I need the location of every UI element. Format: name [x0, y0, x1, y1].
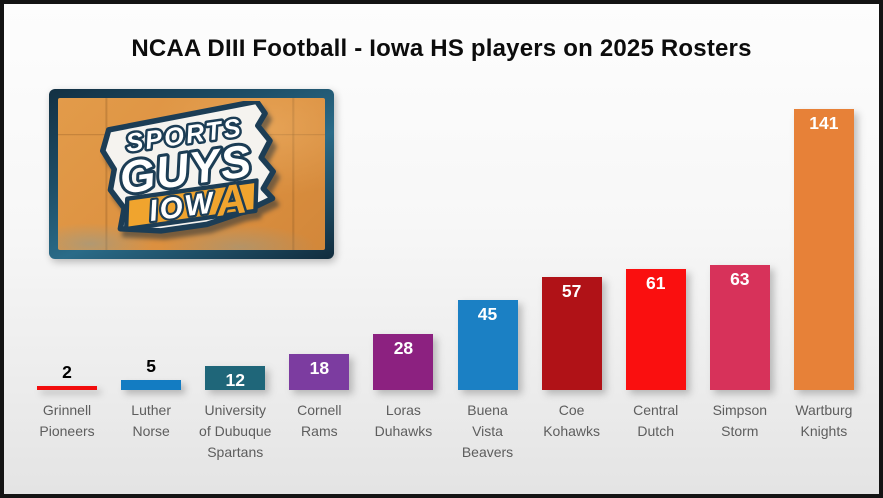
logo-wall-background: SPORTS GUYS IOW A [58, 98, 325, 250]
bar-chart: 2 5 12 18 28 45 57 61 63 141 [25, 104, 866, 390]
value-label-central-dutch: 61 [645, 273, 666, 293]
value-label-loras-duhawks: 28 [393, 338, 414, 358]
value-label-university-of-dubuque-spartans: 12 [225, 370, 245, 390]
bar-loras-duhawks: 28 [373, 334, 434, 390]
bar-cornell-rams: 18 [289, 354, 350, 390]
bar-column-loras-duhawks: 28 [361, 104, 445, 390]
bar-column-coe-kohawks: 57 [530, 104, 614, 390]
chart-title: NCAA DIII Football - Iowa HS players on … [131, 35, 752, 62]
value-label-wartburg-knights: 141 [809, 113, 839, 133]
iowa-banner [123, 178, 259, 232]
value-label-grinnell-pioneers: 2 [62, 362, 72, 382]
bar-column-simpson-storm: 63 [698, 104, 782, 390]
bar-column-central-dutch: 61 [614, 104, 698, 390]
category-label-cornell-rams: Cornell Rams [297, 402, 342, 439]
bar-luther-norse [121, 380, 182, 390]
category-label-coe-kohawks: Coe Kohawks [543, 402, 601, 439]
category-label-loras-duhawks: Loras Duhawks [374, 402, 433, 439]
category-label-university-of-dubuque-spartans: University of Dubuque Spartans [199, 402, 272, 460]
category-label-central-dutch: Central Dutch [633, 402, 679, 439]
value-label-simpson-storm: 63 [730, 269, 750, 289]
value-label-cornell-rams: 18 [309, 358, 330, 378]
value-label-coe-kohawks: 57 [561, 281, 582, 301]
bar-wartburg-knights: 141 [793, 109, 854, 390]
category-label-luther-norse: Luther Norse [131, 402, 171, 439]
sports-guys-iowa-logo: SPORTS GUYS IOW A [99, 101, 276, 234]
bar-column-buena-vista-beavers: 45 [445, 104, 529, 390]
bar-buena-vista-beavers: 45 [457, 300, 518, 390]
category-label-wartburg-knights: Wartburg Knights [795, 402, 853, 439]
bar-column-wartburg-knights: 141 [782, 104, 866, 390]
category-labels: Grinnell Pioneers Luther Norse University … [25, 400, 866, 463]
bar-grinnell-pioneers [37, 386, 98, 390]
category-label-grinnell-pioneers: Grinnell Pioneers [39, 402, 95, 439]
value-label-buena-vista-beavers: 45 [477, 304, 498, 324]
value-label-luther-norse: 5 [146, 356, 156, 376]
bar-simpson-storm: 63 [709, 265, 770, 390]
bar-university-of-dubuque-spartans: 12 [205, 366, 266, 390]
bar-column-luther-norse: 5 [109, 104, 193, 390]
bar-column-cornell-rams: 18 [277, 104, 361, 390]
category-label-buena-vista-beavers: Buena Vista Beavers [461, 402, 514, 460]
bar-central-dutch: 61 [625, 269, 686, 390]
sports-guys-iowa-logo-photo: SPORTS GUYS IOW A [49, 89, 334, 259]
bar-column-grinnell-pioneers: 2 [25, 104, 109, 390]
bar-coe-kohawks: 57 [541, 277, 602, 390]
bar-column-university-of-dubuque-spartans: 12 [193, 104, 277, 390]
category-label-simpson-storm: Simpson Storm [712, 402, 768, 439]
